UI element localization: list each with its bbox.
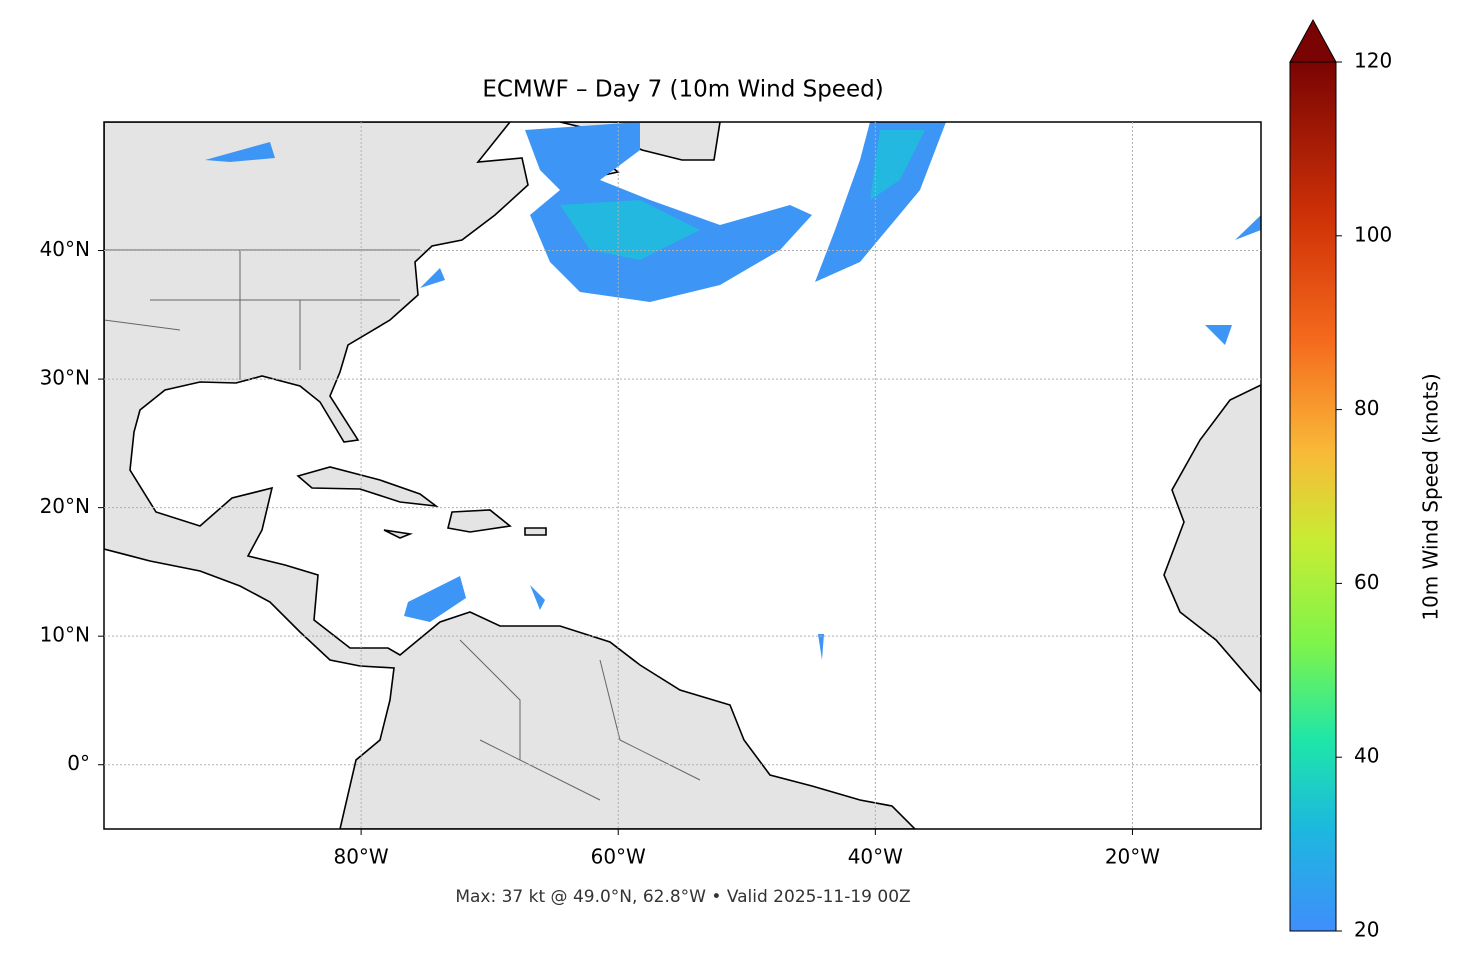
- colorbar-tick-label: 60: [1354, 570, 1379, 594]
- map-layers: [104, 122, 1261, 829]
- y-tick-label: 30°N: [40, 366, 90, 390]
- colorbar-tick-label: 40: [1354, 744, 1379, 768]
- wind-patch: [404, 576, 466, 622]
- map-title: ECMWF – Day 7 (10m Wind Speed): [482, 77, 883, 103]
- puerto-rico: [524, 527, 547, 536]
- sa-borders: [459, 639, 701, 801]
- colorbar: [1289, 61, 1337, 932]
- colorbar-tick-label: 120: [1354, 49, 1392, 73]
- hispaniola: [447, 509, 512, 533]
- x-tick-label: 40°W: [848, 845, 903, 869]
- y-tick-label: 10°N: [40, 623, 90, 647]
- us-borders: [104, 249, 420, 380]
- wind-patch: [525, 122, 812, 302]
- africa: [1163, 384, 1261, 694]
- americas: [104, 122, 917, 829]
- x-tick-label: 60°W: [591, 845, 646, 869]
- y-tick-label: 0°: [67, 751, 90, 775]
- x-tick-label: 80°W: [333, 845, 388, 869]
- colorbar-tick-label: 20: [1354, 918, 1379, 942]
- map-frame: [103, 121, 1262, 830]
- jamaica: [383, 529, 414, 539]
- footnote: Max: 37 kt @ 49.0°N, 62.8°W • Valid 2025…: [455, 887, 910, 907]
- wind-patch: [560, 200, 700, 260]
- cuba: [296, 466, 439, 508]
- colorbar-extend: [1289, 18, 1337, 63]
- wind-patch: [815, 122, 946, 282]
- wind-patch: [870, 130, 925, 200]
- colorbar-label: 10m Wind Speed (knots): [1419, 373, 1443, 620]
- colorbar-tick-label: 80: [1354, 396, 1379, 420]
- y-tick-label: 40°N: [40, 237, 90, 261]
- colorbar-tick-label: 100: [1354, 222, 1392, 246]
- x-tick-label: 20°W: [1105, 845, 1160, 869]
- y-tick-label: 20°N: [40, 494, 90, 518]
